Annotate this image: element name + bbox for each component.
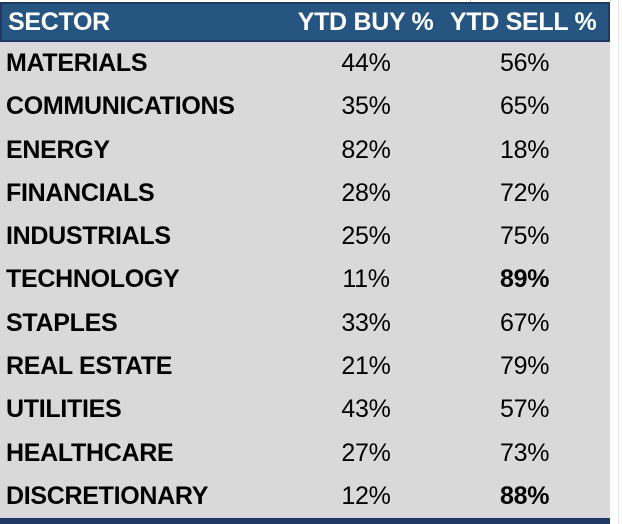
- table-bottom-border: [0, 518, 610, 524]
- cell-ytd-sell[interactable]: 18%: [500, 135, 550, 164]
- table-row: INDUSTRIALS 25% 75%: [0, 215, 610, 259]
- table-row: DISCRETIONARY 12% 88%: [0, 474, 610, 518]
- table-row: UTILITIES 43% 57%: [0, 388, 610, 432]
- cell-ytd-buy[interactable]: 44%: [341, 49, 391, 78]
- cell-sector[interactable]: ENERGY: [6, 135, 110, 164]
- cell-ytd-buy[interactable]: 82%: [341, 135, 391, 164]
- cell-ytd-sell[interactable]: 73%: [500, 438, 550, 467]
- cell-sector[interactable]: REAL ESTATE: [6, 351, 173, 380]
- cell-ytd-buy[interactable]: 33%: [341, 308, 391, 337]
- cell-ytd-sell[interactable]: 65%: [500, 92, 550, 121]
- table-header-row: SECTOR YTD BUY % YTD SELL %: [0, 2, 610, 42]
- table-row: COMMUNICATIONS 35% 65%: [0, 85, 610, 129]
- sector-activity-table: SECTOR YTD BUY % YTD SELL % MATERIALS 44…: [0, 2, 610, 524]
- cell-ytd-buy[interactable]: 21%: [341, 351, 391, 380]
- gridline-stub-1: [470, 0, 471, 2]
- table-row: FINANCIALS 28% 72%: [0, 171, 610, 216]
- cell-ytd-sell[interactable]: 88%: [500, 481, 550, 510]
- cell-ytd-buy[interactable]: 25%: [341, 222, 391, 251]
- header-cell-sector[interactable]: SECTOR: [8, 7, 110, 36]
- cell-sector[interactable]: DISCRETIONARY: [6, 481, 209, 510]
- cell-ytd-sell[interactable]: 79%: [500, 351, 550, 380]
- cell-ytd-sell[interactable]: 89%: [500, 265, 550, 294]
- table-row: REAL ESTATE 21% 79%: [0, 344, 610, 389]
- gridline-stub-2: [610, 0, 611, 2]
- table-row: MATERIALS 44% 56%: [0, 42, 610, 86]
- cell-ytd-buy[interactable]: 11%: [342, 265, 390, 294]
- cell-sector[interactable]: FINANCIALS: [6, 178, 155, 207]
- header-cell-ytd-buy[interactable]: YTD BUY %: [297, 7, 434, 36]
- cell-ytd-buy[interactable]: 27%: [341, 438, 391, 467]
- cell-sector[interactable]: MATERIALS: [6, 49, 148, 78]
- cell-sector[interactable]: HEALTHCARE: [6, 438, 174, 467]
- cell-ytd-sell[interactable]: 57%: [500, 395, 550, 424]
- header-cell-ytd-sell[interactable]: YTD SELL %: [449, 7, 597, 36]
- cell-ytd-sell[interactable]: 67%: [500, 308, 550, 337]
- cell-sector[interactable]: COMMUNICATIONS: [6, 92, 235, 121]
- cell-ytd-buy[interactable]: 35%: [341, 92, 391, 121]
- table-row: ENERGY 82% 18%: [0, 128, 610, 172]
- cell-ytd-buy[interactable]: 12%: [341, 481, 391, 510]
- top-margin: [0, 0, 622, 2]
- gridline-right: [618, 0, 619, 524]
- cell-ytd-sell[interactable]: 75%: [500, 222, 550, 251]
- cell-ytd-buy[interactable]: 43%: [341, 395, 391, 424]
- cell-sector[interactable]: STAPLES: [6, 308, 118, 337]
- table-row: HEALTHCARE 27% 73%: [0, 431, 610, 475]
- cell-sector[interactable]: UTILITIES: [6, 395, 122, 424]
- cell-ytd-buy[interactable]: 28%: [341, 178, 391, 207]
- table-body: MATERIALS 44% 56% COMMUNICATIONS 35% 65%…: [0, 42, 610, 518]
- cell-sector[interactable]: INDUSTRIALS: [6, 222, 171, 251]
- table-row: TECHNOLOGY 11% 89%: [0, 258, 610, 302]
- cell-ytd-sell[interactable]: 72%: [500, 178, 550, 207]
- cell-ytd-sell[interactable]: 56%: [500, 49, 550, 78]
- cell-sector[interactable]: TECHNOLOGY: [6, 265, 180, 294]
- table-row: STAPLES 33% 67%: [0, 301, 610, 345]
